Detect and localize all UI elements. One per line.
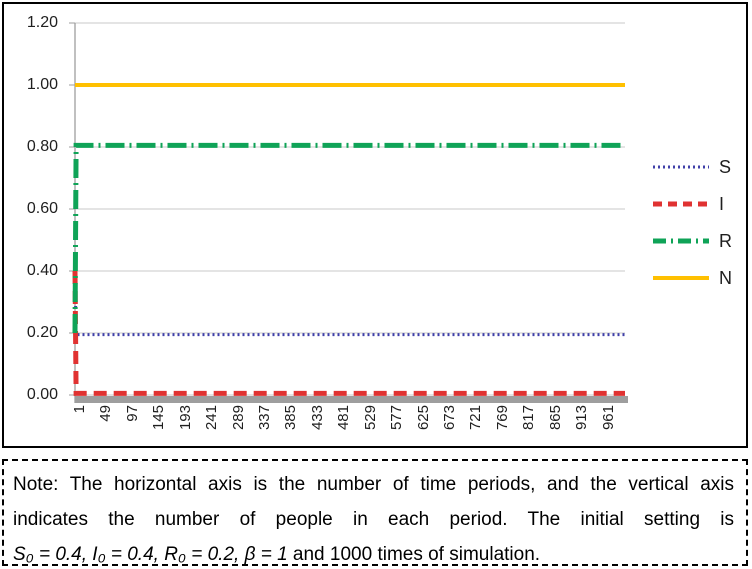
x-axis-tick-label: 673 (440, 405, 458, 431)
y-axis-tick-label: 0.40 (26, 262, 58, 279)
x-axis-tick-label: 817 (520, 405, 538, 431)
legend-item-R: R (652, 231, 732, 251)
legend-item-S: S (652, 157, 732, 177)
legend-label-N: N (719, 267, 732, 288)
y-axis-tick-label: 1.00 (26, 76, 58, 93)
legend-sample-line-I (653, 201, 709, 207)
x-axis-tick-label: 193 (176, 405, 194, 431)
x-axis-tick-label: 337 (255, 405, 273, 431)
x-axis-tick-label: 385 (282, 405, 300, 431)
x-axis-tick-label: 433 (308, 405, 326, 431)
x-axis-tick-label: 481 (335, 405, 353, 431)
note-line-3: S₀ = 0.4, I₀ = 0.4, R₀ = 0.2, β = 1 and … (13, 537, 734, 569)
legend-item-N: N (652, 268, 732, 288)
note-line-3-tail: and 1000 times of simulation. (287, 544, 541, 565)
plot-area (69, 22, 628, 403)
y-axis-tick-label: 0.80 (26, 138, 58, 155)
x-axis-tick-label: 865 (546, 405, 564, 431)
x-axis-tick-label: 721 (467, 405, 485, 431)
x-axis-tick-label: 577 (388, 405, 406, 431)
legend-sample-line-N (653, 276, 709, 280)
series-line-S (73, 270, 625, 337)
series-line-I (72, 270, 625, 396)
x-axis-line (75, 396, 628, 403)
x-axis-tick-label: 289 (229, 405, 247, 431)
y-axis-tick-label: 0.20 (26, 324, 58, 341)
x-axis-tick-label: 49 (97, 405, 115, 422)
note-line-1: Note: The horizontal axis is the number … (13, 474, 734, 495)
note-initial-values: S₀ = 0.4, I₀ = 0.4, R₀ = 0.2, β = 1 (13, 544, 288, 565)
x-axis-tick-label: 961 (599, 405, 617, 431)
x-axis-tick-label: 97 (123, 405, 141, 422)
legend-item-I: I (652, 194, 732, 214)
note-box: Note: The horizontal axis is the number … (2, 459, 748, 566)
chart-frame (2, 2, 748, 448)
note-line-2: indicates the number of people in each p… (13, 509, 734, 530)
series-line-R (72, 142, 625, 334)
x-axis-tick-label: 1 (71, 405, 88, 414)
x-axis-tick-label: 145 (150, 405, 168, 431)
y-axis-tick-label: 0.00 (26, 386, 58, 403)
legend-sample-line-R (653, 238, 709, 244)
x-axis-tick-label: 769 (493, 405, 511, 431)
x-axis-tick-label: 913 (573, 405, 591, 431)
legend-label-R: R (719, 230, 732, 251)
x-axis-tick-label: 241 (203, 405, 221, 431)
legend-label-I: I (719, 193, 725, 214)
legend-label-S: S (719, 156, 732, 177)
y-axis-tick-label: 1.20 (26, 14, 58, 31)
legend-sample-line-S (653, 165, 709, 169)
x-axis-tick-label: 529 (361, 405, 379, 431)
x-axis-tick-label: 625 (414, 405, 432, 431)
y-axis-tick-label: 0.60 (26, 200, 58, 217)
